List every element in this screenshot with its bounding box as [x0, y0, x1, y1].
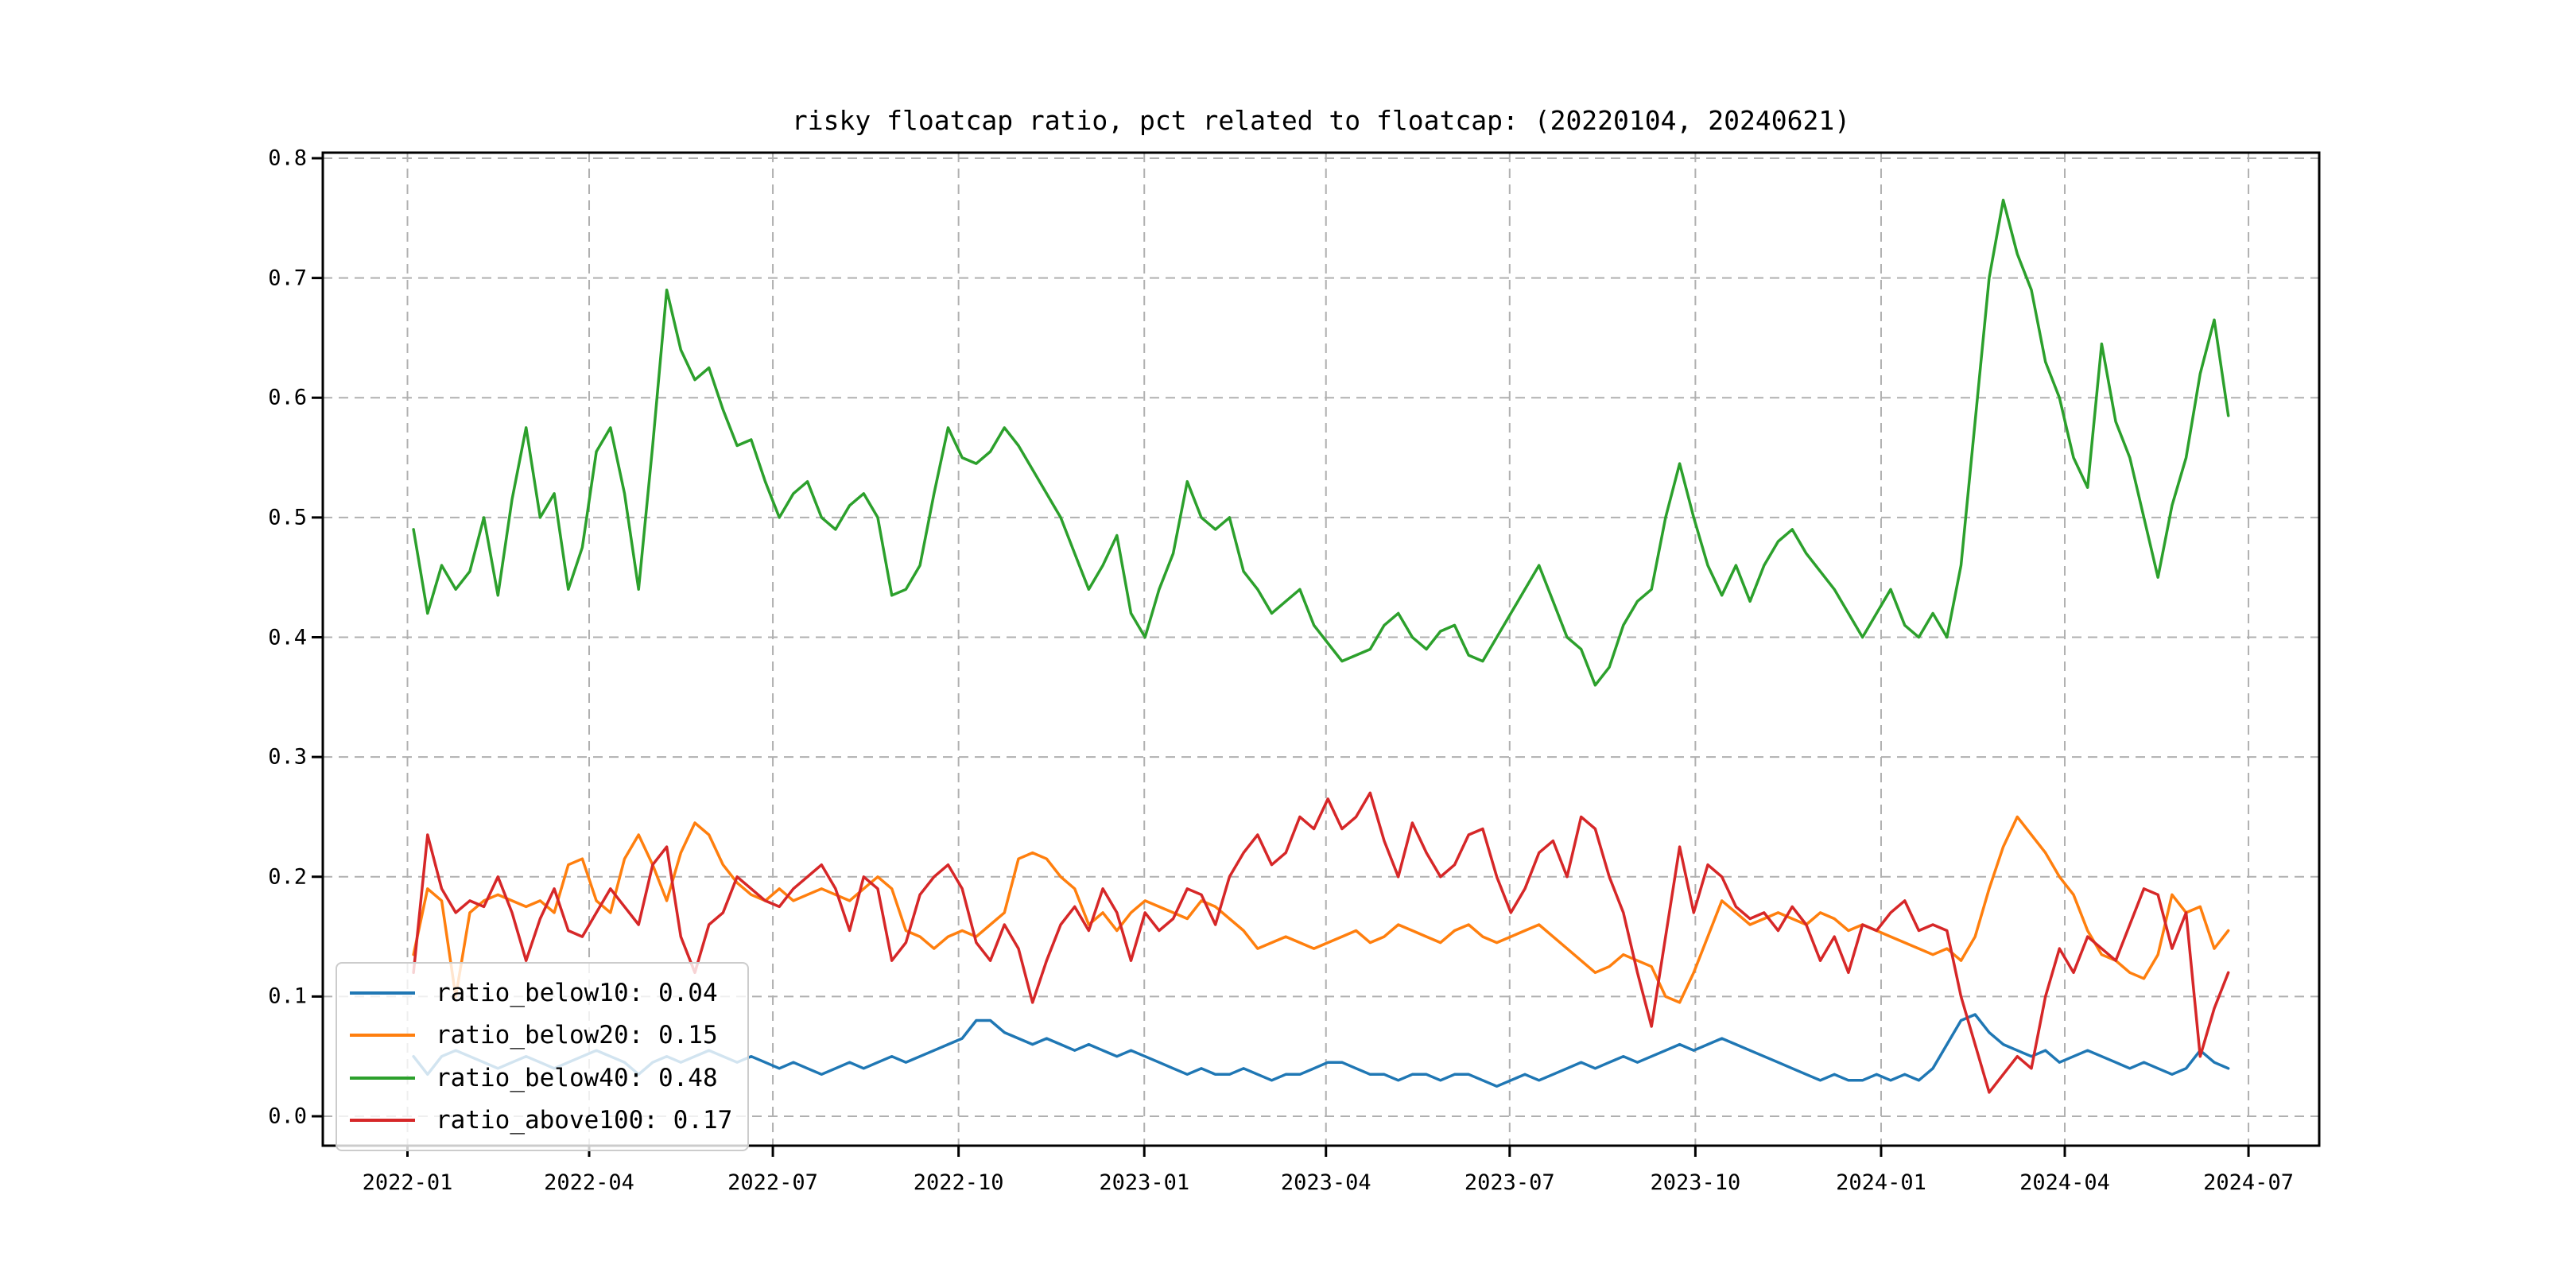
y-tick-label: 0.1 — [268, 983, 307, 1009]
legend-entry: ratio_above100: 0.17 — [350, 1106, 735, 1135]
y-tick-label: 0.0 — [268, 1104, 307, 1129]
y-tick-label: 0.7 — [268, 266, 307, 291]
y-tick-label: 0.3 — [268, 744, 307, 770]
axes-spines — [321, 151, 2321, 1147]
x-tick-label: 2023-04 — [1280, 1170, 1371, 1195]
y-tick-label: 0.6 — [268, 385, 307, 410]
legend-entry: ratio_below20: 0.15 — [350, 1021, 735, 1049]
series-line-ratio_below20 — [412, 815, 2230, 1004]
x-tick-label: 2023-10 — [1650, 1170, 1741, 1195]
series-line-ratio_above100 — [412, 791, 2230, 1094]
x-tick-label: 2022-10 — [913, 1170, 1004, 1195]
x-tick-label: 2022-07 — [727, 1170, 818, 1195]
legend-entry: ratio_below10: 0.04 — [350, 979, 735, 1007]
legend-label: ratio_above100: 0.17 — [436, 1106, 733, 1135]
x-tick-label: 2022-04 — [544, 1170, 634, 1195]
legend-label: ratio_below10: 0.04 — [436, 978, 718, 1007]
legend-label: ratio_below40: 0.48 — [436, 1063, 718, 1092]
legend-line-sample — [350, 1034, 415, 1038]
legend-line-sample — [350, 1119, 415, 1123]
legend-line-sample — [350, 991, 415, 995]
legend-line-sample — [350, 1076, 415, 1080]
x-tick-label: 2024-01 — [1836, 1170, 1926, 1195]
legend-box: ratio_below10: 0.04 ratio_below20: 0.15 ra… — [336, 962, 749, 1151]
x-tick-label: 2024-04 — [2019, 1170, 2110, 1195]
x-tick-label: 2022-01 — [362, 1170, 453, 1195]
legend-label: ratio_below20: 0.15 — [436, 1021, 718, 1050]
chart-title: risky floatcap ratio, pct related to flo… — [791, 105, 1851, 136]
y-tick-label: 0.4 — [268, 625, 307, 650]
x-tick-label: 2023-01 — [1099, 1170, 1190, 1195]
x-tick-label: 2023-07 — [1464, 1170, 1555, 1195]
x-tick-label: 2024-07 — [2203, 1170, 2294, 1195]
y-tick-label: 0.2 — [268, 864, 307, 890]
y-tick-label: 0.8 — [268, 145, 307, 171]
y-tick-label: 0.5 — [268, 505, 307, 530]
legend-entry: ratio_below40: 0.48 — [350, 1064, 735, 1092]
series-line-ratio_below40 — [412, 198, 2230, 687]
